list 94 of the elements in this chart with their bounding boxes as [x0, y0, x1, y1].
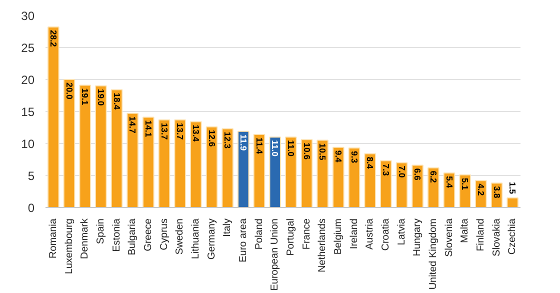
- bar: [222, 128, 234, 208]
- x-tick-label: Luxembourg: [64, 218, 75, 274]
- y-tick-label: 15: [21, 105, 35, 119]
- x-tick-label: Slovenia: [444, 218, 455, 257]
- data-label: 12.6: [206, 130, 217, 147]
- data-label: 5.4: [444, 176, 454, 188]
- data-label: 19.0: [96, 88, 106, 106]
- bar: [190, 121, 202, 208]
- bar: [174, 119, 186, 208]
- data-label: 11.0: [270, 140, 280, 157]
- x-tick-label: Latvia: [396, 218, 408, 246]
- x-tick-label: Ireland: [348, 218, 360, 250]
- data-label: 1.5: [508, 182, 518, 194]
- x-tick-label: Germany: [206, 218, 218, 260]
- bar: [269, 136, 281, 208]
- x-tick-label: Euro area: [238, 218, 249, 262]
- data-label: 10.6: [302, 142, 312, 160]
- data-label: 13.7: [159, 122, 170, 140]
- x-tick-label: United Kingdom: [428, 218, 439, 290]
- x-tick-label: Portugal: [285, 218, 296, 256]
- x-tick-label: Romania: [48, 218, 59, 259]
- bar: [48, 26, 60, 208]
- bar: [396, 162, 408, 208]
- x-tick-label: Greece: [142, 218, 154, 252]
- bar: [206, 126, 218, 208]
- data-label: 11.0: [286, 140, 296, 157]
- bar: [238, 130, 250, 208]
- y-tick-label: 20: [21, 73, 35, 87]
- data-label: 10.5: [318, 143, 328, 160]
- x-tick-label: Spain: [95, 218, 106, 244]
- data-label: 3.8: [492, 186, 502, 198]
- x-tick-label: Malta: [460, 218, 471, 243]
- bar: [285, 136, 297, 208]
- x-tick-label: Denmark: [80, 218, 91, 260]
- bar: [253, 134, 266, 208]
- bar: [110, 89, 123, 208]
- x-tick-label: European Union: [270, 218, 281, 291]
- data-label: 28.2: [48, 30, 58, 48]
- x-tick-label: Slovakia: [491, 218, 502, 256]
- bar: [364, 153, 376, 208]
- data-label: 14.1: [143, 120, 154, 138]
- bar: [63, 79, 76, 208]
- bar: [506, 197, 518, 208]
- bar: [300, 139, 313, 208]
- x-tick-label: Lithuania: [190, 218, 202, 260]
- y-tick-label: 0: [28, 201, 35, 215]
- x-tick-label: Netherlands: [317, 218, 328, 272]
- bar: [126, 112, 138, 208]
- data-label: 7.3: [380, 164, 391, 176]
- x-tick-label: Poland: [254, 218, 265, 250]
- x-tick-label: Finland: [475, 218, 486, 252]
- data-label: 20.0: [64, 82, 74, 100]
- x-tick-label: France: [301, 218, 312, 250]
- data-label: 11.9: [238, 134, 248, 151]
- data-label: 18.4: [112, 92, 122, 110]
- bar: [459, 174, 471, 208]
- bar: [158, 119, 170, 208]
- bar: [142, 116, 154, 208]
- x-tick-label: Estonia: [111, 218, 122, 252]
- data-label: 19.1: [80, 88, 90, 106]
- x-tick-label: Croatia: [380, 218, 392, 251]
- data-label: 13.4: [190, 124, 201, 142]
- data-label: 11.4: [254, 138, 264, 154]
- data-label: 6.6: [412, 168, 423, 180]
- x-tick-label: Hungary: [412, 218, 424, 256]
- data-label: 8.4: [365, 156, 376, 169]
- y-tick-label: 30: [21, 9, 35, 23]
- bar: [332, 146, 344, 208]
- data-label: 9.4: [333, 150, 344, 163]
- bar: [428, 167, 440, 208]
- y-tick-label: 25: [21, 41, 35, 55]
- bar: [316, 140, 328, 208]
- x-tick-label: Austria: [364, 218, 376, 250]
- bar: [95, 85, 107, 208]
- x-tick-label: Bulgaria: [127, 218, 138, 256]
- data-label: 5.1: [460, 178, 470, 190]
- data-label: 4.2: [476, 184, 486, 196]
- y-tick-label: 10: [21, 137, 35, 151]
- x-tick-label: Czechia: [507, 218, 518, 255]
- bar: [79, 84, 91, 208]
- x-tick-label: Italy: [222, 218, 234, 237]
- data-label: 12.3: [222, 132, 233, 149]
- bar: [380, 160, 392, 208]
- y-tick-label: 5: [28, 169, 35, 183]
- bar: [412, 164, 424, 208]
- data-label: 14.7: [128, 116, 138, 134]
- x-tick-label: Sweden: [174, 218, 186, 255]
- data-label: 7.0: [396, 166, 407, 178]
- x-tick-label: Belgium: [332, 218, 344, 255]
- x-tick-label: Cyprus: [158, 218, 170, 250]
- data-label: 9.3: [349, 150, 360, 164]
- data-label: 6.2: [428, 170, 438, 184]
- bar: [348, 147, 360, 208]
- data-label: 13.7: [175, 122, 186, 140]
